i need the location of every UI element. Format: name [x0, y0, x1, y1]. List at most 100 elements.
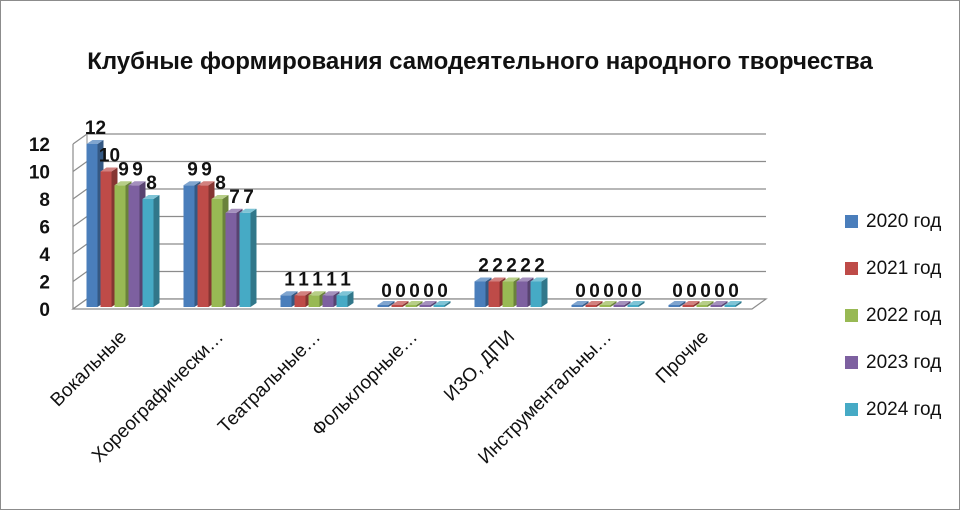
bar-top [585, 301, 603, 305]
bar [308, 295, 320, 307]
legend-label: 2020 год [866, 210, 942, 232]
data-label: 0 [409, 281, 420, 302]
bar [294, 295, 306, 307]
bar-top [405, 301, 423, 305]
data-label: 0 [700, 281, 711, 302]
gridline [72, 215, 766, 227]
bar-top [294, 291, 312, 296]
bar [419, 305, 431, 307]
y-tick-label: 4 [39, 245, 50, 266]
x-tick-label: ИЗО, ДПИ [440, 327, 519, 406]
data-label: 0 [603, 281, 614, 302]
bar-top [433, 301, 451, 305]
legend-label: 2022 год [866, 304, 942, 326]
bar [682, 305, 694, 307]
data-label: 8 [146, 173, 157, 194]
bar [100, 171, 112, 307]
data-label: 0 [672, 281, 683, 302]
bar-side [638, 301, 645, 307]
legend-swatch [845, 215, 858, 228]
data-label: 1 [326, 269, 337, 290]
bar-top [488, 277, 506, 282]
legend-swatch [845, 403, 858, 416]
data-label: 1 [298, 269, 309, 290]
bar [571, 305, 583, 307]
gridline [72, 270, 766, 282]
bar-side [541, 277, 548, 307]
bar [391, 305, 403, 307]
data-label: 2 [520, 256, 531, 277]
bar-top [142, 195, 160, 199]
bar-side [388, 301, 395, 307]
bar-top [183, 181, 201, 186]
data-label: 12 [85, 118, 106, 139]
bar [474, 281, 486, 307]
bar [239, 212, 251, 307]
bar [724, 305, 736, 307]
data-label: 0 [686, 281, 697, 302]
bar-top [225, 208, 243, 213]
y-tick-label: 8 [39, 190, 50, 211]
bar-top [502, 277, 520, 282]
y-tick-label: 2 [39, 273, 50, 294]
data-label: 1 [284, 269, 295, 290]
legend-swatch [845, 356, 858, 369]
bar-top [391, 301, 409, 305]
bar [433, 305, 445, 307]
bar-side [444, 301, 451, 307]
bar [696, 305, 708, 307]
bar [710, 305, 722, 307]
bar-top [114, 181, 132, 186]
bar-top [474, 277, 492, 282]
bar-side [721, 301, 728, 307]
data-label: 0 [714, 281, 725, 302]
bar-side [250, 208, 257, 307]
chart-title: Клубные формирования самодеятельного нар… [87, 48, 873, 75]
bar [488, 281, 500, 307]
data-label: 8 [215, 173, 226, 194]
bar [183, 185, 195, 307]
bar-top [197, 181, 215, 186]
bar-side [707, 301, 714, 307]
legend-item: 2020 год [845, 198, 960, 245]
legend-label: 2023 год [866, 351, 942, 373]
bar-top [239, 208, 257, 213]
data-label: 2 [478, 256, 489, 277]
bar-top [336, 291, 354, 296]
legend-item: 2023 год [845, 339, 960, 386]
data-label: 0 [617, 281, 628, 302]
y-tick-label: 6 [39, 218, 50, 239]
bar [668, 305, 680, 307]
gridline [72, 133, 766, 145]
bar-top [86, 140, 104, 144]
bar-side [402, 301, 409, 307]
data-label: 0 [423, 281, 434, 302]
bar-top [627, 301, 645, 305]
data-label: 0 [381, 281, 392, 302]
bar-top [599, 301, 617, 305]
legend-item: 2022 год [845, 292, 960, 339]
data-label: 0 [728, 281, 739, 302]
data-label: 0 [575, 281, 586, 302]
bar-top [322, 291, 340, 296]
chart-legend: 2020 год 2021 год 2022 год 2023 год 2024 год [845, 198, 960, 433]
data-label: 2 [506, 256, 517, 277]
bar [322, 295, 334, 307]
bar-side [624, 301, 631, 307]
bar-side [610, 301, 617, 307]
data-label: 9 [187, 159, 198, 180]
bar [613, 305, 625, 307]
gridline [72, 188, 766, 200]
bar-side [679, 301, 686, 307]
bar [627, 305, 639, 307]
bar [502, 281, 514, 307]
x-tick-label: Фольклорные… [308, 327, 422, 441]
bar-side [735, 301, 742, 307]
bar-side [416, 301, 423, 307]
legend-item: 2024 год [845, 386, 960, 433]
data-label: 7 [229, 187, 240, 208]
bar-side [430, 301, 437, 307]
data-label: 7 [243, 187, 254, 208]
bar [599, 305, 611, 307]
